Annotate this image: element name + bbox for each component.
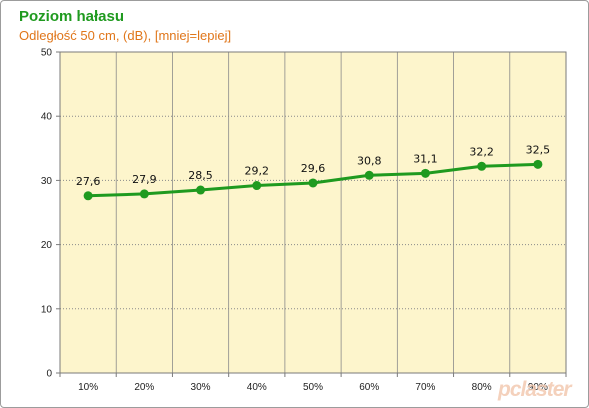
site-logo: pclaster [498, 378, 572, 401]
data-point [196, 185, 206, 195]
data-point [139, 189, 149, 199]
y-tick-label: 50 [41, 48, 53, 59]
y-tick-label: 0 [46, 369, 52, 380]
x-tick-label: 40% [247, 382, 267, 393]
x-tick-label: 80% [472, 382, 492, 393]
y-tick-label: 10 [41, 304, 53, 315]
x-tick-label: 20% [134, 382, 154, 393]
data-label: 32,5 [526, 143, 551, 156]
data-point [533, 159, 543, 169]
plot-area [60, 52, 566, 373]
x-tick-label: 50% [303, 382, 323, 393]
x-tick-label: 10% [78, 382, 98, 393]
x-tick-label: 70% [415, 382, 435, 393]
x-tick-label: 60% [359, 382, 379, 393]
data-label: 32,2 [469, 145, 494, 158]
data-label: 30,8 [357, 154, 382, 167]
y-tick-label: 30 [41, 176, 53, 187]
data-point [477, 161, 487, 171]
plot-border [59, 51, 567, 374]
data-point [83, 191, 93, 201]
x-tick-label: 90% [528, 382, 548, 393]
data-point [364, 170, 374, 180]
data-label: 28,5 [188, 169, 213, 182]
chart-title: Poziom hałasu [19, 8, 125, 25]
data-label: 27,9 [132, 173, 157, 186]
x-tick-label: 30% [191, 382, 211, 393]
y-tick-label: 20 [41, 240, 53, 251]
data-label: 31,1 [413, 152, 438, 165]
y-tick-label: 40 [41, 112, 53, 123]
data-label: 27,6 [76, 175, 101, 188]
data-point [252, 181, 262, 191]
data-point [308, 178, 318, 188]
data-point [420, 168, 430, 178]
data-label: 29,6 [301, 162, 326, 175]
data-label: 29,2 [245, 165, 270, 178]
chart-subtitle: Odległość 50 cm, (dB), [mniej=lepiej] [19, 28, 232, 43]
